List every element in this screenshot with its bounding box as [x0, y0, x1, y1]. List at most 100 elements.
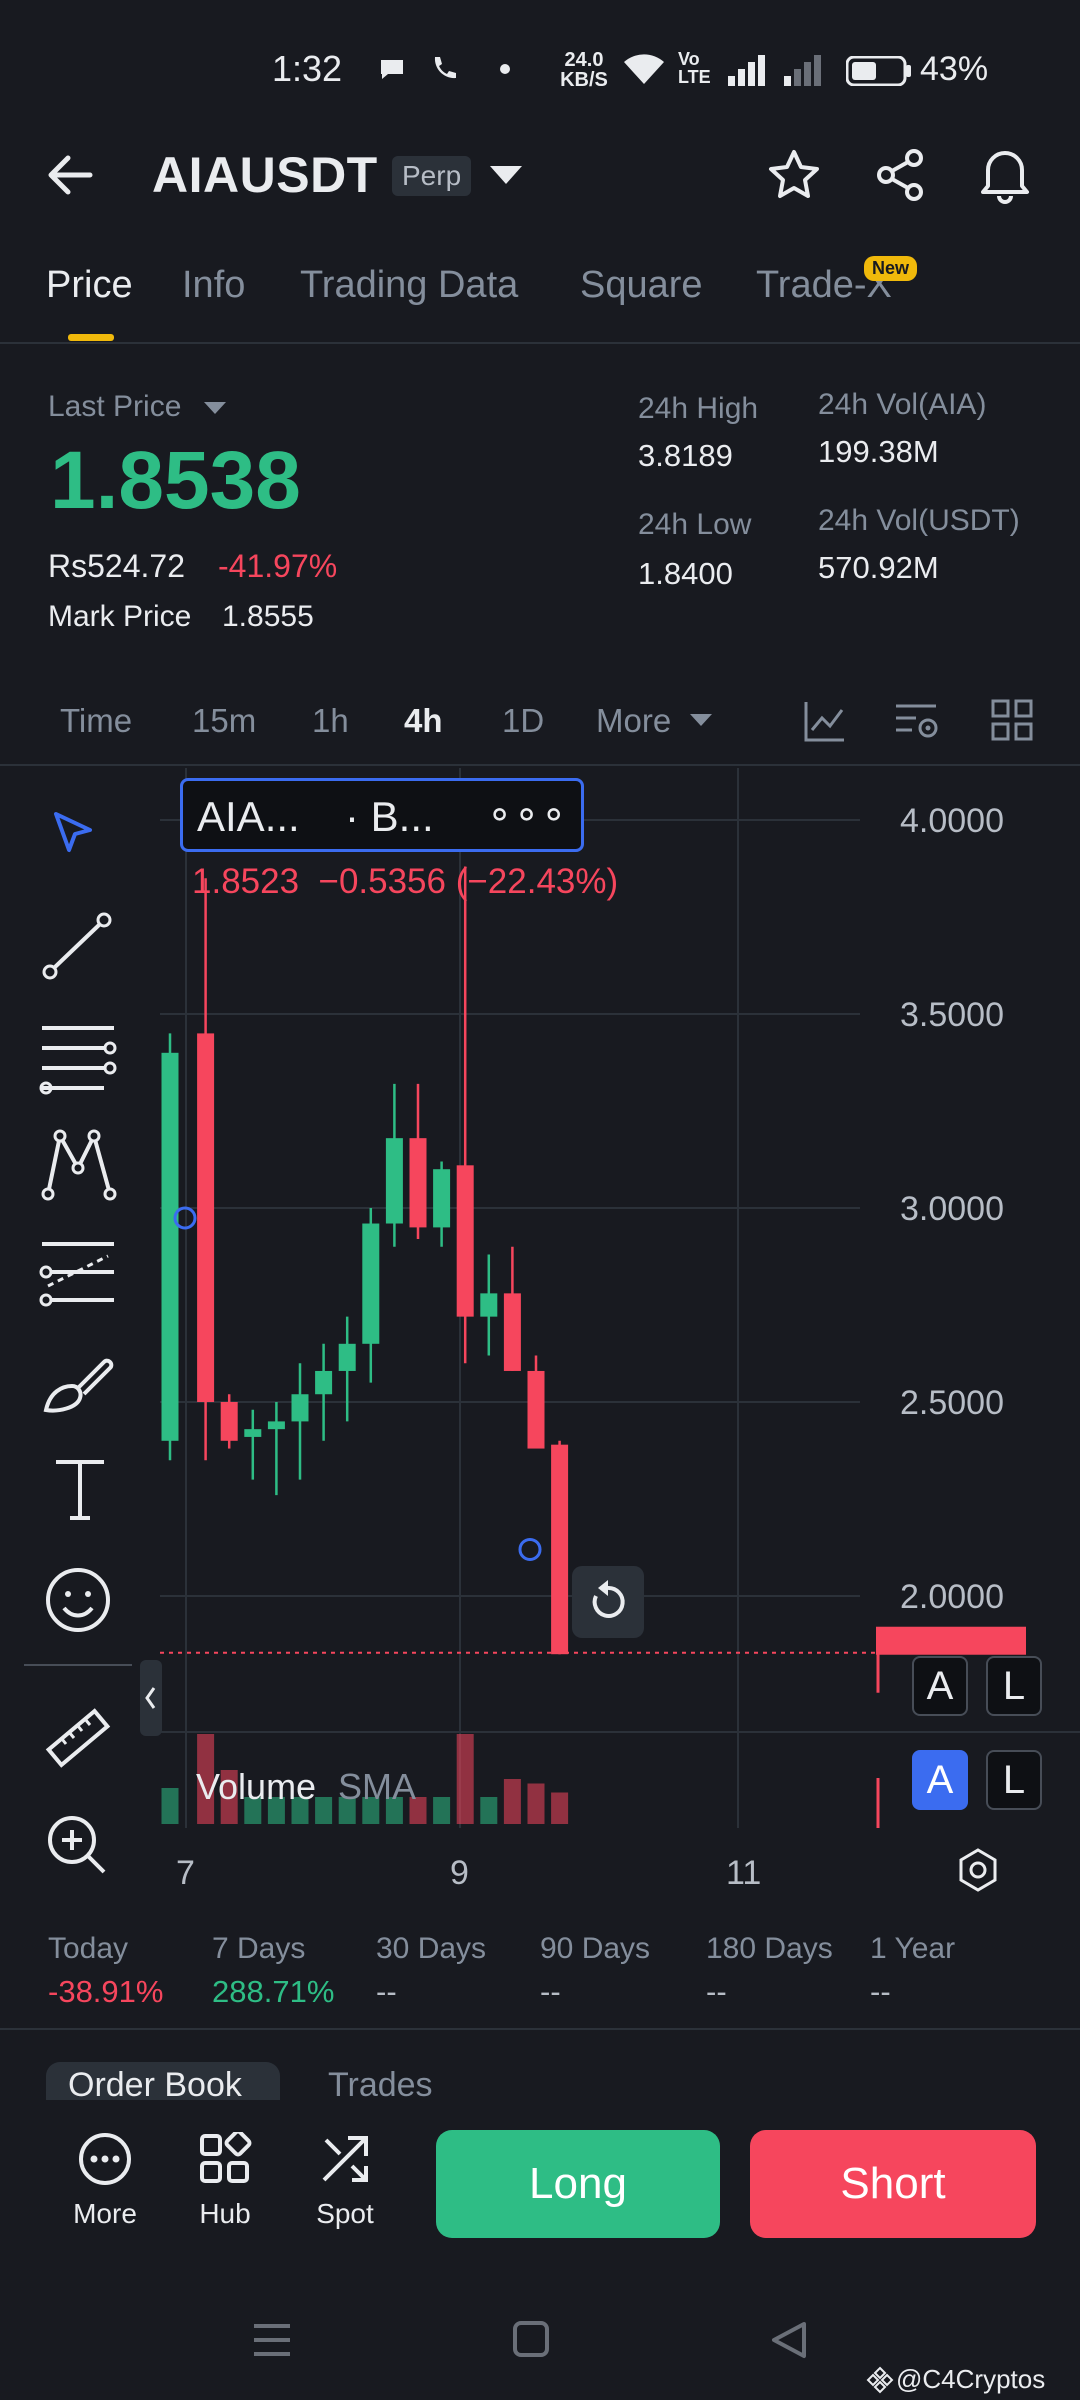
horizontal-lines-icon[interactable]: [36, 1018, 120, 1098]
timeframe-4h[interactable]: 4h: [404, 702, 443, 739]
volume-bar: [267, 1797, 285, 1824]
auto-scale-button-top[interactable]: A: [912, 1656, 968, 1716]
candle-body: [244, 1429, 262, 1437]
notification-bell-icon[interactable]: [978, 146, 1032, 204]
volte-label: Vo LTE: [678, 49, 711, 87]
range-180d-label: 180 Days: [706, 1932, 833, 1965]
tab-order-book[interactable]: Order Book: [68, 2066, 242, 2104]
range-today-value: -38.91%: [48, 1974, 164, 2009]
brush-icon[interactable]: [38, 1348, 120, 1418]
trend-line-icon[interactable]: [38, 908, 116, 984]
log-scale-button-top[interactable]: L: [986, 1656, 1042, 1716]
ruler-icon[interactable]: [40, 1700, 116, 1776]
pattern-tool-icon[interactable]: [38, 1124, 118, 1204]
volume-bar: [362, 1797, 380, 1824]
back-nav-icon[interactable]: [770, 2320, 808, 2360]
candle-body: [385, 1138, 403, 1224]
long-button[interactable]: Long: [436, 2130, 720, 2238]
chart-area[interactable]: 4.0000 3.5000 3.0000 2.5000 2.0000 7 9 11: [0, 768, 1080, 1912]
more-label: More: [73, 2198, 137, 2229]
symbol-title[interactable]: AIAUSDT: [152, 147, 378, 203]
reset-icon: [592, 1580, 625, 1618]
emoji-tool-icon[interactable]: [42, 1564, 114, 1636]
candle-body: [338, 1343, 356, 1371]
timeframe-time[interactable]: Time: [60, 702, 133, 739]
chart-legend-box[interactable]: AIA... · B... ∘∘∘: [180, 778, 584, 852]
candle-body: [362, 1223, 380, 1344]
legend-source: · B...: [345, 793, 434, 840]
chart-settings-gear-icon[interactable]: [954, 1846, 1002, 1894]
zoom-in-icon[interactable]: [44, 1812, 110, 1878]
hub-button[interactable]: Hub: [180, 2132, 270, 2242]
chart-marker: [173, 1206, 197, 1230]
last-price-dropdown-icon[interactable]: [204, 402, 226, 414]
volume-bar: [551, 1792, 569, 1824]
timeframe-1d[interactable]: 1D: [502, 702, 545, 739]
share-icon[interactable]: [874, 148, 928, 202]
candle-body: [480, 1293, 498, 1317]
tab-trading-data[interactable]: Trading Data: [300, 264, 519, 306]
recent-apps-icon[interactable]: [252, 2322, 292, 2358]
timeframe-more[interactable]: More: [596, 702, 672, 739]
volume-bar: [220, 1770, 238, 1824]
candle-body: [503, 1293, 521, 1371]
tab-price[interactable]: Price: [46, 264, 133, 306]
volume-bar: [503, 1779, 521, 1824]
tab-square[interactable]: Square: [580, 264, 703, 306]
text-tool-icon[interactable]: [52, 1456, 108, 1522]
vol-base-value: 199.38M: [818, 434, 939, 469]
volume-bar: [433, 1797, 451, 1824]
home-icon[interactable]: [512, 2320, 550, 2358]
last-price-tag: [876, 1626, 1026, 1655]
favorite-star-icon[interactable]: [766, 148, 822, 202]
more-button[interactable]: More: [60, 2132, 150, 2242]
wifi-icon: [624, 54, 664, 84]
y-tick-label: 2.5000: [900, 1384, 1004, 1422]
candle-body: [409, 1138, 427, 1228]
chart-settings-icon[interactable]: [894, 700, 940, 742]
indicator-chart-icon[interactable]: [802, 698, 848, 744]
layout-grid-icon[interactable]: [990, 698, 1034, 742]
volume-bar: [385, 1797, 403, 1824]
more-dropdown-icon[interactable]: [690, 714, 712, 726]
range-today-label: Today: [48, 1932, 129, 1965]
signal-2-icon: [784, 55, 821, 86]
fib-tool-icon[interactable]: [36, 1232, 120, 1312]
auto-scale-button-bottom[interactable]: A: [912, 1750, 968, 1810]
y-tick-label: 4.0000: [900, 802, 1004, 840]
tab-trades[interactable]: Trades: [328, 2066, 433, 2104]
hub-label: Hub: [199, 2198, 251, 2229]
y-tick-label: 2.0000: [900, 1578, 1004, 1616]
candlestick-chart[interactable]: 4.0000 3.5000 3.0000 2.5000 2.0000 7 9 11: [0, 768, 1080, 1912]
chart-marker: [518, 1537, 542, 1561]
symbol-dropdown-icon[interactable]: [490, 166, 522, 184]
last-price: 1.8538: [50, 435, 301, 526]
reset-chart-button[interactable]: [572, 1566, 644, 1638]
vol-base-label: 24h Vol(AIA): [818, 388, 987, 421]
tab-info[interactable]: Info: [182, 264, 246, 306]
ohlc-readout: 1.8523 −0.5356 (−22.43%): [192, 862, 619, 901]
timeframe-15m[interactable]: 15m: [192, 702, 257, 739]
toolbar-collapse-handle[interactable]: [140, 1660, 162, 1736]
battery-percent: 43%: [920, 50, 989, 88]
legend-more-icon[interactable]: ∘∘∘: [487, 792, 569, 836]
watermark: @C4Cryptos: [896, 2364, 1046, 2394]
range-1y-value: --: [870, 1974, 891, 2009]
vol-quote-value: 570.92M: [818, 550, 939, 585]
volume-bar: [197, 1734, 215, 1824]
timeframe-1h[interactable]: 1h: [312, 702, 349, 739]
last-price-label[interactable]: Last Price: [48, 390, 182, 423]
short-button[interactable]: Short: [750, 2130, 1036, 2238]
volume-bar: [338, 1797, 356, 1824]
candle-body: [291, 1394, 309, 1422]
chevron-left-icon: [145, 1687, 156, 1709]
back-arrow-icon[interactable]: [40, 145, 100, 205]
range-30d-label: 30 Days: [376, 1932, 487, 1965]
range-7d-label: 7 Days: [212, 1932, 306, 1965]
contract-type-badge: Perp: [392, 156, 472, 196]
spot-button[interactable]: Spot: [300, 2132, 390, 2242]
signal-icon: [728, 55, 765, 86]
cursor-icon[interactable]: [52, 810, 96, 860]
volume-bar: [480, 1797, 498, 1824]
log-scale-button-bottom[interactable]: L: [986, 1750, 1042, 1810]
